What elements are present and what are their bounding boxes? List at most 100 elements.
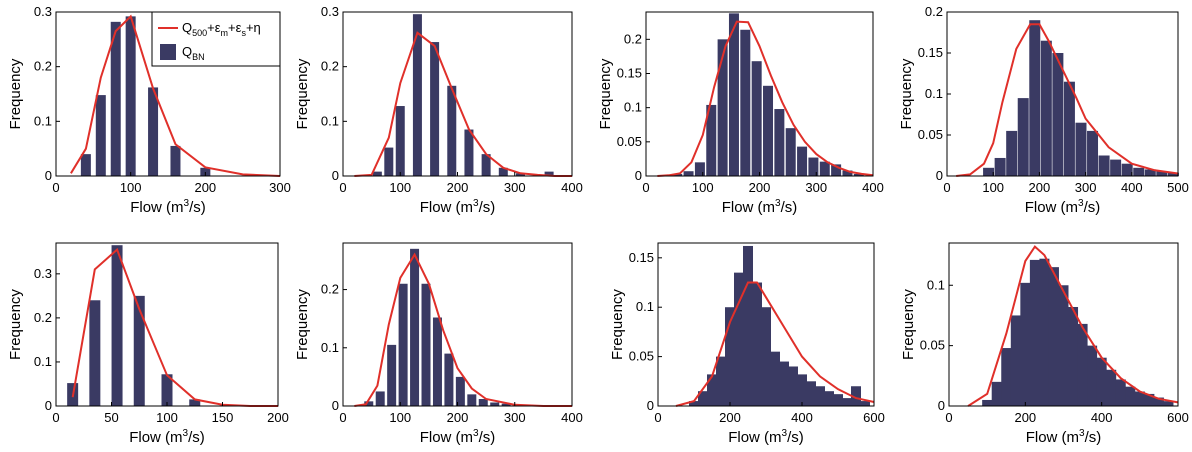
y-tick-label: 0.1 <box>927 277 945 292</box>
y-axis-label: Frequency <box>294 58 311 129</box>
bar <box>1029 259 1040 406</box>
bar <box>831 164 842 176</box>
bar <box>1163 401 1174 406</box>
bar <box>1134 391 1145 406</box>
series-line <box>967 245 1179 407</box>
x-tick-label: 100 <box>692 180 714 195</box>
bar <box>770 351 780 406</box>
bar <box>412 14 422 177</box>
y-axis-label: Frequency <box>898 58 915 129</box>
bar <box>982 399 993 406</box>
bar <box>761 307 771 406</box>
x-tick-label: 200 <box>1029 180 1051 195</box>
bar <box>1039 258 1050 406</box>
bar <box>111 245 123 406</box>
bar <box>447 85 457 176</box>
y-tick-label: 0 <box>936 168 943 183</box>
bar <box>994 157 1006 176</box>
bar <box>1133 167 1145 176</box>
x-tick-label: 200 <box>194 180 216 195</box>
y-tick-label: 0.2 <box>624 31 642 46</box>
x-tick-label: 200 <box>749 180 771 195</box>
legend: Q500+εm+εs+η QBN <box>151 11 281 67</box>
bar <box>1156 171 1168 176</box>
bar <box>1048 267 1059 406</box>
bar <box>464 129 474 176</box>
y-tick-label: 0 <box>332 168 339 183</box>
x-tick-label: 0 <box>943 180 950 195</box>
bar <box>853 173 864 176</box>
bar <box>1096 357 1107 406</box>
y-tick-label: 0 <box>45 168 52 183</box>
y-tick-label: 0.05 <box>920 338 945 353</box>
bar <box>515 173 525 176</box>
y-tick-label: 0 <box>647 398 654 413</box>
bar <box>364 401 374 406</box>
bar <box>740 29 751 177</box>
bar <box>421 283 431 406</box>
y-tick-label: 0.1 <box>624 100 642 115</box>
bar <box>1087 345 1098 406</box>
y-tick-label: 0 <box>635 168 642 183</box>
y-axis-label: Frequency <box>597 58 614 129</box>
x-tick-label: 0 <box>654 410 661 425</box>
bar <box>1098 155 1110 176</box>
series-line <box>70 14 281 177</box>
bar <box>395 106 405 176</box>
bar <box>983 167 995 176</box>
bar <box>672 173 683 176</box>
chart-panel-8: 0 200 400 600 0 0.05 0.1 Flow (m3/s) Frequency <box>900 242 1189 446</box>
bar <box>490 402 500 406</box>
chart-panel-3: 0 100 200 300 400 0 0.05 0.1 0.15 0.2 Flow (m3/s) F… <box>597 11 884 216</box>
bar <box>1077 323 1088 406</box>
x-tick-label: 200 <box>719 410 741 425</box>
bar <box>851 386 861 406</box>
axes-box <box>657 242 875 407</box>
bar <box>498 167 508 176</box>
bar <box>991 381 1002 406</box>
bar <box>806 381 816 406</box>
y-tick-label: 0.2 <box>321 59 339 74</box>
bar <box>1052 53 1064 176</box>
x-axis-label: Flow (m3/s) <box>1026 428 1102 446</box>
bar <box>774 109 785 176</box>
bar <box>1058 285 1069 406</box>
x-axis-label: Flow (m3/s) <box>728 428 804 446</box>
x-tick-label: 0 <box>52 410 59 425</box>
y-tick-label: 0.2 <box>321 282 339 297</box>
bar <box>815 386 825 406</box>
series-line <box>956 23 1179 177</box>
chart-panel-5: 0 50 100 150 200 0 0.1 0.2 0.3 Flow (m3/s) Frequen… <box>7 242 289 446</box>
bar <box>125 16 136 176</box>
y-axis-label: Frequency <box>609 289 626 360</box>
bar <box>387 344 397 406</box>
bar <box>842 398 852 406</box>
bar <box>808 157 819 176</box>
y-tick-label: 0.05 <box>617 134 642 149</box>
chart-panel-1: 0 100 200 300 0 0.1 0.2 0.3 Flow (m3/s) Frequency <box>7 4 291 216</box>
x-tick-label: 500 <box>1167 180 1189 195</box>
x-tick-label: 100 <box>120 180 142 195</box>
x-tick-label: 0 <box>52 180 59 195</box>
y-tick-label: 0.1 <box>34 354 52 369</box>
bar <box>80 154 91 176</box>
x-tick-label: 400 <box>561 180 583 195</box>
series-line <box>657 20 874 177</box>
bar <box>148 87 159 176</box>
bar <box>1020 282 1031 406</box>
chart-panel-2: 0 100 200 300 400 0 0.1 0.2 0.3 Flow (m3/s) Freque… <box>294 4 583 216</box>
x-tick-label: 400 <box>561 410 583 425</box>
bar <box>410 248 420 406</box>
y-tick-label: 0.1 <box>321 340 339 355</box>
x-tick-label: 200 <box>447 410 469 425</box>
bar <box>1110 159 1122 176</box>
x-tick-label: 300 <box>504 410 526 425</box>
bar <box>89 300 101 406</box>
bar <box>785 128 796 176</box>
x-tick-label: 400 <box>1121 180 1143 195</box>
legend-box <box>151 11 281 67</box>
bar <box>752 282 762 406</box>
bar <box>707 374 717 406</box>
bar <box>1010 315 1021 406</box>
